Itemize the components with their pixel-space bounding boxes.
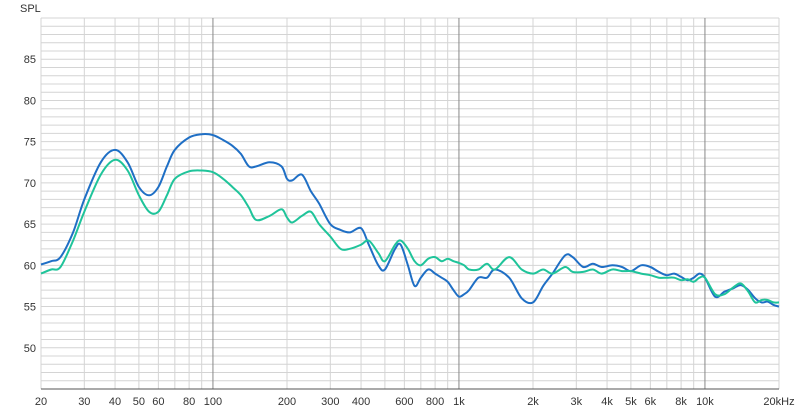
y-tick-label: 55 (24, 302, 36, 314)
y-tick-label: 75 (24, 137, 36, 149)
series-lines (40, 133, 780, 308)
x-tick-label: 10k (696, 396, 714, 408)
x-tick-label: 300 (321, 396, 339, 408)
series-line-1 (40, 133, 780, 308)
x-tick-label: 60 (152, 396, 164, 408)
y-tick-label: 60 (24, 260, 36, 272)
y-tick-label: 80 (24, 95, 36, 107)
y-tick-label: 85 (24, 54, 36, 66)
y-axis-label: SPL (20, 3, 41, 15)
x-tick-label: 6k (645, 396, 657, 408)
series-line-2 (40, 158, 780, 304)
x-tick-label: 80 (183, 396, 195, 408)
x-tick-label: 1k (453, 396, 465, 408)
x-tick-label: 5k (625, 396, 637, 408)
x-tick-label: 200 (278, 396, 296, 408)
x-tick-label: 100 (204, 396, 222, 408)
y-axis-ticks: 50 55 60 65 70 75 80 85 (24, 54, 36, 355)
x-tick-label: 20kHz (763, 396, 794, 408)
x-tick-label: 2k (527, 396, 539, 408)
x-tick-label: 800 (426, 396, 444, 408)
x-tick-label: 4k (601, 396, 613, 408)
x-tick-label: 20 (35, 396, 47, 408)
y-tick-label: 50 (24, 343, 36, 355)
x-tick-label: 400 (352, 396, 370, 408)
x-tick-label: 40 (109, 396, 121, 408)
x-tick-label: 8k (675, 396, 687, 408)
x-axis-ticks: 20 30 40 50 60 80 100 200 300 400 600 800 1k 2k 3k 4k 5k… (35, 396, 795, 408)
y-tick-label: 70 (24, 178, 36, 190)
x-tick-label: 30 (78, 396, 90, 408)
grid (40, 17, 780, 390)
y-tick-label: 65 (24, 219, 36, 231)
x-tick-label: 50 (133, 396, 145, 408)
x-tick-label: 600 (395, 396, 413, 408)
x-tick-label: 3k (571, 396, 583, 408)
